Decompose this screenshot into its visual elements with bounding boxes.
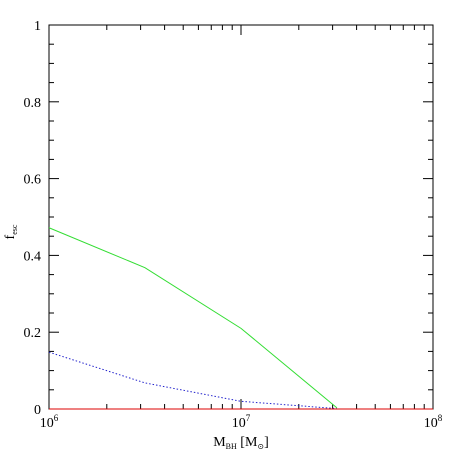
x-axis-title-units: [M [237, 435, 258, 450]
plot-area-border [48, 24, 434, 410]
x-tick-label: 107 [232, 413, 251, 431]
ticks [48, 24, 434, 410]
x-axis-title-main: M [213, 435, 226, 450]
x-tick-label: 108 [424, 413, 443, 431]
y-tick-label: 0.6 [24, 173, 42, 188]
tick-labels: 0 0.2 0.4 0.6 0.8 1 106 107 108 [24, 19, 443, 431]
x-axis-title-units-sub: ⊙ [257, 442, 264, 451]
y-axis-title: fesc [3, 224, 19, 239]
y-tick-label: 0.4 [24, 249, 42, 264]
y-tick-label: 0.2 [24, 326, 42, 341]
y-axis-title-sub: esc [10, 224, 19, 235]
y-tick-label: 1 [34, 19, 41, 34]
x-axis-title-close: ] [264, 435, 269, 450]
x-tick-label: 106 [40, 413, 59, 431]
y-axis-title-main: f [3, 234, 18, 239]
series-line-1 [48, 227, 338, 409]
plot-frame [48, 24, 434, 410]
y-tick-label: 0.8 [24, 96, 42, 111]
x-axis-title: MBH [M⊙] [213, 435, 269, 451]
series-line-2 [48, 351, 337, 410]
y-tick-label: 0 [34, 403, 41, 418]
x-axis-title-sub: BH [226, 442, 237, 451]
series-group [48, 227, 433, 410]
